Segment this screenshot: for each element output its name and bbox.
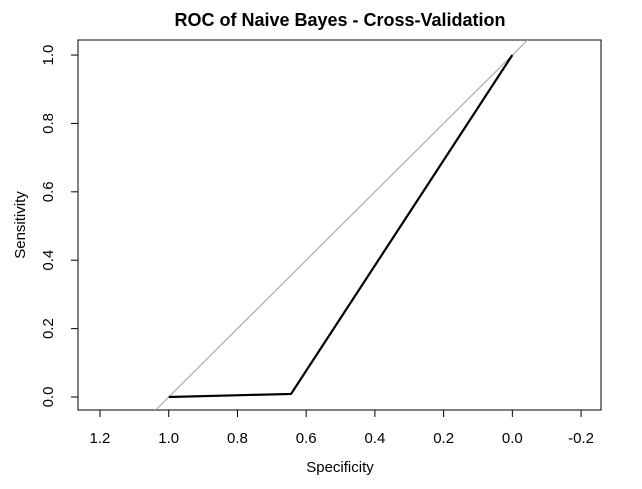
plot-box [77, 39, 602, 411]
y-tick-label: 1.0 [40, 45, 57, 66]
x-tick-label: 0.8 [227, 430, 248, 447]
x-tick-label: 1.2 [90, 430, 111, 447]
y-tick-label: 0.4 [40, 250, 57, 271]
x-tick-label: 1.0 [158, 430, 179, 447]
roc-curve [168, 54, 514, 399]
x-tick-label: 0.4 [364, 430, 385, 447]
chart-title: ROC of Naive Bayes - Cross-Validation [174, 10, 505, 30]
x-tick-label: -0.2 [568, 430, 594, 447]
x-tick-label: 0.2 [433, 430, 454, 447]
x-tick-label: 0.6 [296, 430, 317, 447]
y-tick-label: 0.2 [40, 318, 57, 339]
y-tick-label: 0.0 [40, 387, 57, 408]
x-tick-label: 0.0 [502, 430, 523, 447]
reference-line [154, 40, 529, 410]
x-axis-label: Specificity [306, 459, 374, 476]
y-tick-label: 0.6 [40, 181, 57, 202]
y-tick-label: 0.8 [40, 113, 57, 134]
y-axis-label: Sensitivity [12, 191, 29, 259]
